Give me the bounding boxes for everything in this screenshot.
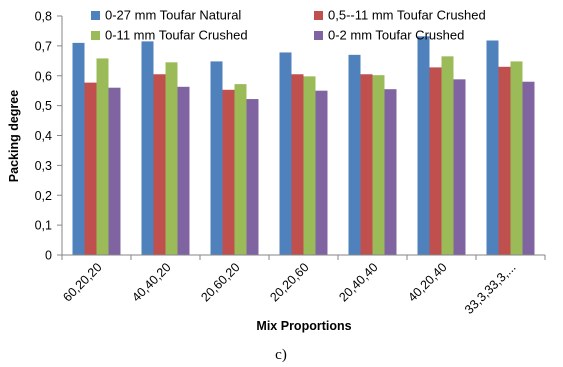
y-tick-label: 0,3 xyxy=(35,159,52,173)
y-tick-label: 0,7 xyxy=(35,39,52,53)
bar-1-1 xyxy=(72,42,85,256)
bar-4-1 xyxy=(108,87,121,255)
bar-4-6 xyxy=(453,79,466,256)
y-tick-label: 0,8 xyxy=(35,10,52,24)
legend-label-4: 0-2 mm Toufar Crushed xyxy=(328,28,464,43)
bar-2-2 xyxy=(153,74,166,255)
bar-3-5 xyxy=(372,75,385,255)
legend: 0-27 mm Toufar Natural 0,5--11 mm Toufar … xyxy=(91,8,486,43)
x-tick-label: 40,20,40 xyxy=(405,260,449,304)
legend-swatch-4 xyxy=(314,31,323,40)
bar-4-5 xyxy=(384,89,397,255)
legend-swatch-3 xyxy=(91,31,100,40)
y-tick-label: 0,1 xyxy=(35,219,52,233)
y-tick-label: 0,2 xyxy=(35,189,52,203)
x-axis-title: Mix Proportions xyxy=(256,319,351,333)
x-tick-label: 33,3,33,3,... xyxy=(462,260,519,317)
bar-3-2 xyxy=(165,62,178,256)
legend-label-2: 0,5--11 mm Toufar Crushed xyxy=(328,8,486,23)
bar-3-1 xyxy=(96,58,109,255)
bar-2-6 xyxy=(429,67,442,255)
bar-2-5 xyxy=(360,74,373,255)
x-tick-label: 20,20,60 xyxy=(267,260,311,304)
bar-2-1 xyxy=(84,82,97,255)
legend-swatch-1 xyxy=(91,11,100,20)
bar-1-6 xyxy=(417,36,430,255)
bar-1-2 xyxy=(141,41,154,255)
bar-3-6 xyxy=(441,56,454,255)
bar-3-3 xyxy=(234,84,247,256)
bar-2-7 xyxy=(498,66,511,255)
bar-1-7 xyxy=(486,40,499,256)
bar-3-4 xyxy=(303,76,316,255)
y-axis-title: Packing degree xyxy=(7,90,21,182)
bar-1-5 xyxy=(348,54,361,256)
bar-1-3 xyxy=(210,61,223,255)
figure-caption: c) xyxy=(275,347,287,363)
bar-1-4 xyxy=(279,52,292,256)
y-tick-label: 0,4 xyxy=(35,129,52,143)
legend-swatch-2 xyxy=(314,11,323,20)
bars-group xyxy=(72,36,535,256)
bar-3-7 xyxy=(510,61,523,255)
y-tick-labels: 0 0,1 0,2 0,3 0,4 0,5 0,6 0,7 0,8 xyxy=(35,10,62,263)
y-tick-label: 0,5 xyxy=(35,99,52,113)
bar-4-2 xyxy=(177,86,190,256)
x-tick-label: 20,40,40 xyxy=(336,260,380,304)
legend-label-1: 0-27 mm Toufar Natural xyxy=(105,8,241,23)
bar-4-3 xyxy=(246,99,259,256)
y-tick-label: 0,6 xyxy=(35,69,52,83)
x-tick-label: 60,20,20 xyxy=(60,260,104,304)
x-tick-label: 40,40,20 xyxy=(129,260,173,304)
x-tick-label: 20,60,20 xyxy=(198,260,242,304)
x-tick-labels: 60,20,20 40,40,20 20,60,20 20,20,60 20,40,40… xyxy=(60,255,546,317)
bar-2-3 xyxy=(222,89,235,255)
y-tick-label: 0 xyxy=(45,249,52,263)
bar-4-7 xyxy=(522,81,535,255)
bar-4-4 xyxy=(315,90,328,255)
legend-label-3: 0-11 mm Toufar Crushed xyxy=(105,28,248,43)
bar-2-4 xyxy=(291,74,304,255)
